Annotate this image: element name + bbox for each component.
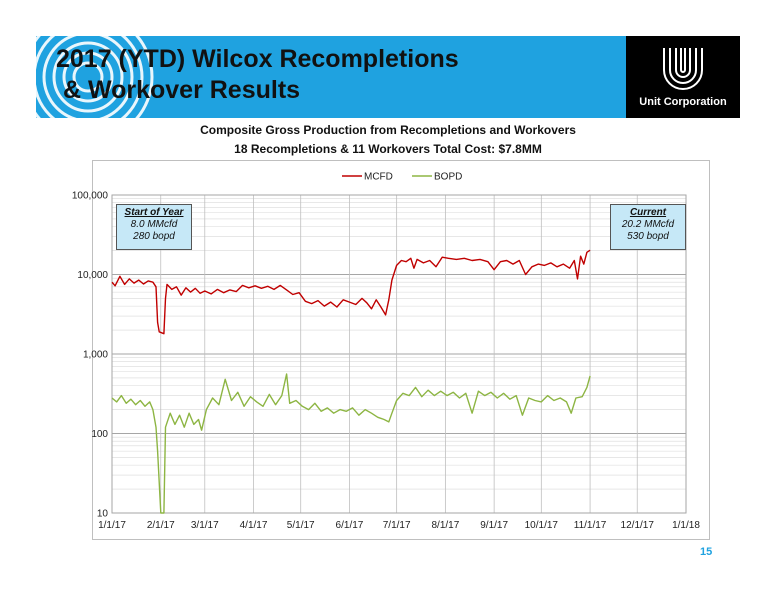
start-callout-oil: 280 bopd [133, 231, 175, 242]
x-tick-label: 4/1/17 [240, 520, 268, 531]
x-tick-label: 10/1/17 [525, 520, 559, 531]
current-callout-heading: Current [629, 207, 667, 218]
banner-rings-decoration [36, 36, 154, 118]
y-tick-label: 10 [97, 509, 109, 520]
x-tick-label: 6/1/17 [336, 520, 364, 531]
y-tick-label: 1,000 [83, 350, 108, 361]
y-tick-label: 100,000 [72, 191, 109, 202]
series-line-bopd [111, 373, 591, 514]
company-logo: Unit Corporation [626, 36, 740, 118]
chart-frame [92, 160, 710, 540]
series-line-mcfd [111, 249, 591, 335]
x-tick-label: 12/1/17 [621, 520, 655, 531]
title-banner: 2017 (YTD) Wilcox Recompletions & Workov… [36, 36, 740, 118]
x-tick-label: 1/1/18 [672, 520, 700, 531]
y-tick-label: 100 [91, 429, 108, 440]
current-callout-oil: 530 bopd [627, 231, 669, 242]
logo-text: Unit Corporation [639, 96, 727, 108]
start-of-year-callout: Start of Year 8.0 MMcfd 280 bopd [116, 204, 192, 250]
plot-area-border [111, 194, 687, 514]
chart-legend: MCFD BOPD [342, 172, 462, 183]
legend-label-mcfd: MCFD [364, 172, 393, 183]
start-callout-heading: Start of Year [124, 207, 184, 218]
chart-subtitle-line2: 18 Recompletions & 11 Workovers Total Co… [234, 142, 542, 156]
x-tick-label: 3/1/17 [191, 520, 219, 531]
x-tick-label: 1/1/17 [98, 520, 126, 531]
legend-label-bopd: BOPD [434, 172, 462, 183]
x-tick-label: 7/1/17 [383, 520, 411, 531]
x-tick-label: 11/1/17 [574, 520, 607, 531]
x-tick-label: 5/1/17 [287, 520, 315, 531]
x-tick-label: 2/1/17 [147, 520, 175, 531]
slide-title-line1: 2017 (YTD) Wilcox Recompletions [56, 45, 459, 73]
current-callout-gas: 20.2 MMcfd [621, 219, 675, 230]
y-tick-label: 10,000 [77, 270, 108, 281]
slide-title-line2: & Workover Results [56, 76, 301, 104]
x-tick-label: 9/1/17 [480, 520, 508, 531]
page-number: 15 [700, 546, 713, 558]
x-tick-label: 8/1/17 [431, 520, 459, 531]
slide-title: 2017 (YTD) Wilcox Recompletions & Workov… [56, 44, 459, 106]
start-callout-gas: 8.0 MMcfd [130, 219, 178, 230]
chart-subtitle-line1: Composite Gross Production from Recomple… [200, 123, 576, 137]
current-callout: Current 20.2 MMcfd 530 bopd [610, 204, 686, 250]
unit-logo-icon [663, 48, 703, 90]
